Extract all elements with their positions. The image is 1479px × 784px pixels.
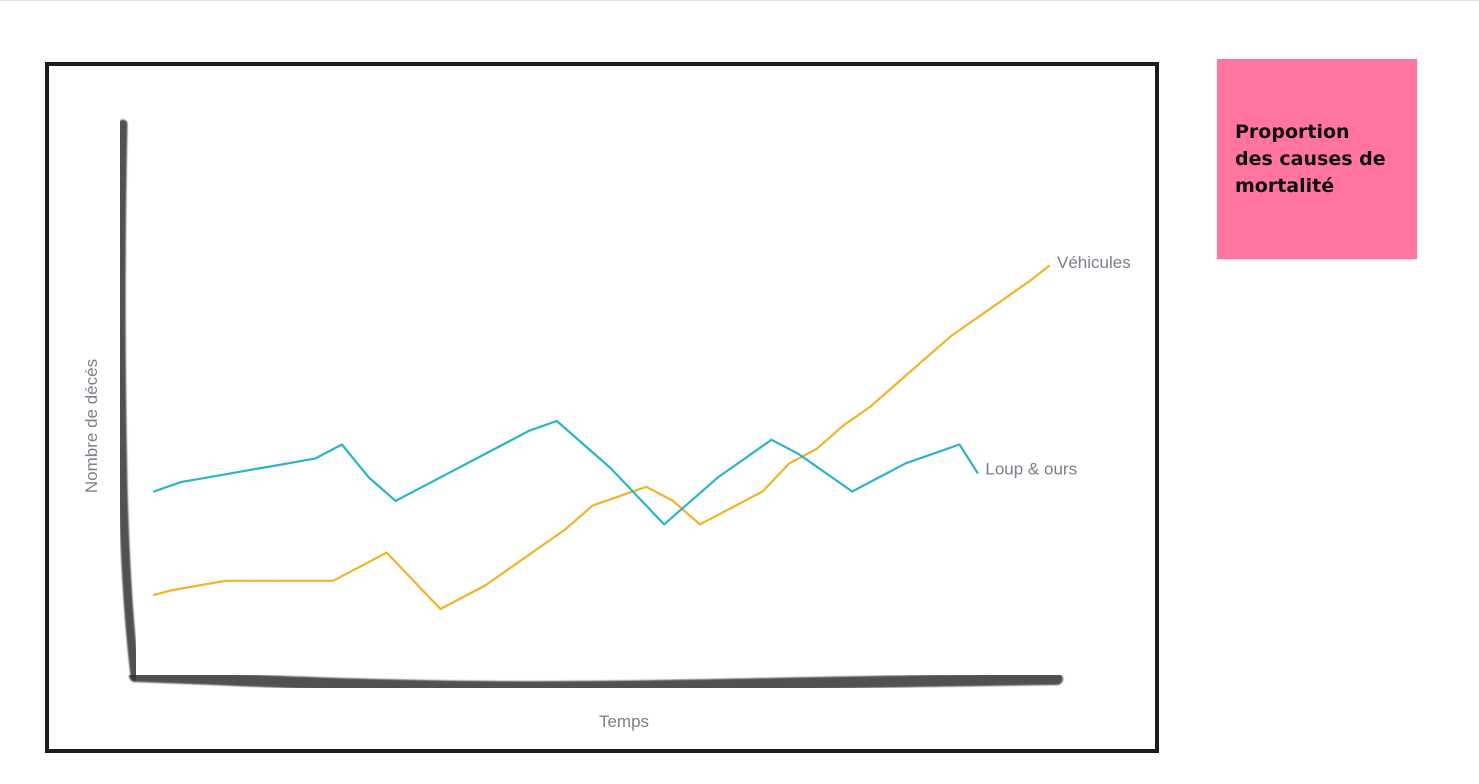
- series-2-point: [260, 467, 263, 469]
- series-2-point: [314, 457, 316, 460]
- series-1-point: [672, 500, 674, 502]
- x-axis-line: [129, 670, 1063, 694]
- series-1-point: [869, 406, 871, 408]
- line-chart: Nombre de décés Temps Véhicules Loup & ou…: [82, 119, 1131, 731]
- series-2-point: [931, 453, 934, 455]
- x-axis-title: Temps: [599, 712, 649, 731]
- sticky-note[interactable]: Proportion des causes de mortalité: [1217, 59, 1417, 259]
- series-2-point: [958, 443, 961, 446]
- series-1-point: [171, 589, 173, 591]
- series-1-point: [949, 335, 952, 338]
- series-2-point: [502, 443, 504, 446]
- series-2-point: [448, 471, 451, 474]
- y-axis: [116, 119, 140, 681]
- top-divider: [0, 0, 1479, 1]
- series-1-point: [645, 486, 648, 488]
- series-1-point: [332, 580, 334, 582]
- series-label-2: Loup & ours: [985, 460, 1077, 479]
- series-1-point: [735, 504, 737, 507]
- series-2-point: [690, 500, 692, 502]
- series-1-point: [1030, 279, 1032, 281]
- series-2-point: [233, 471, 236, 474]
- series-1-point: [224, 580, 227, 582]
- series-1-point: [251, 580, 254, 582]
- series-1-point: [842, 424, 844, 427]
- series-2-point: [180, 481, 182, 483]
- series-1-point: [439, 608, 442, 610]
- series-1-point: [591, 504, 594, 507]
- series-1-point: [457, 598, 460, 601]
- series-1-point: [385, 551, 388, 554]
- series-1-point: [278, 580, 281, 582]
- series-1-point: [815, 448, 818, 451]
- series-1-point: [359, 565, 361, 568]
- series-1-point: [198, 584, 200, 587]
- series-2-point: [556, 420, 558, 422]
- series-1-point: [1048, 265, 1050, 267]
- series-2-point: [341, 443, 343, 446]
- series-1-point: [412, 580, 415, 582]
- series-2-point: [153, 490, 155, 493]
- series-2-point: [770, 439, 773, 441]
- series-2-point: [368, 476, 370, 479]
- series-1-point: [305, 580, 307, 582]
- series-2-point: [797, 453, 800, 455]
- series-1-point: [564, 528, 567, 530]
- series-2-point: [394, 500, 397, 502]
- series-2-point: [529, 429, 531, 432]
- sticky-note-text: Proportion des causes de mortalité: [1235, 121, 1386, 197]
- series-1-point: [708, 518, 710, 521]
- series-2-point: [287, 462, 290, 465]
- series-1-point: [761, 490, 764, 493]
- series-2-point: [206, 476, 209, 479]
- series-line-1: [152, 264, 1051, 611]
- series-2-point: [609, 467, 612, 469]
- series-2-point: [824, 471, 827, 474]
- series-1-point: [538, 547, 540, 549]
- series-2-point: [878, 476, 880, 479]
- series-1-point: [484, 584, 486, 587]
- series-1-point: [976, 316, 979, 319]
- series-2-point: [636, 495, 639, 498]
- series-layer: Véhicules Loup & ours: [152, 253, 1131, 611]
- y-axis-title: Nombre de décés: [82, 359, 101, 493]
- series-2-point: [976, 471, 979, 474]
- series-label-1: Véhicules: [1057, 253, 1131, 272]
- series-2: Loup & ours: [152, 419, 1077, 526]
- y-axis-line: [116, 119, 140, 681]
- series-1-point: [896, 382, 898, 385]
- series-1-point: [788, 462, 791, 465]
- series-1-point: [153, 594, 155, 596]
- series-1-point: [699, 523, 701, 526]
- x-axis: [129, 670, 1063, 694]
- series-1-point: [922, 359, 925, 361]
- series-2-point: [717, 476, 719, 479]
- series-1-point: [618, 495, 621, 498]
- series-2-point: [851, 490, 853, 493]
- series-2-point: [743, 457, 746, 460]
- series-2-point: [421, 486, 424, 488]
- series-1: Véhicules: [152, 253, 1131, 611]
- chart-frame: Nombre de décés Temps Véhicules Loup & ou…: [45, 62, 1159, 753]
- series-2-point: [905, 462, 907, 465]
- series-2-point: [475, 457, 478, 460]
- series-line-2: [152, 419, 979, 526]
- series-2-point: [663, 523, 665, 526]
- series-2-point: [582, 443, 585, 446]
- series-1-point: [511, 565, 513, 568]
- series-1-point: [1003, 298, 1006, 300]
